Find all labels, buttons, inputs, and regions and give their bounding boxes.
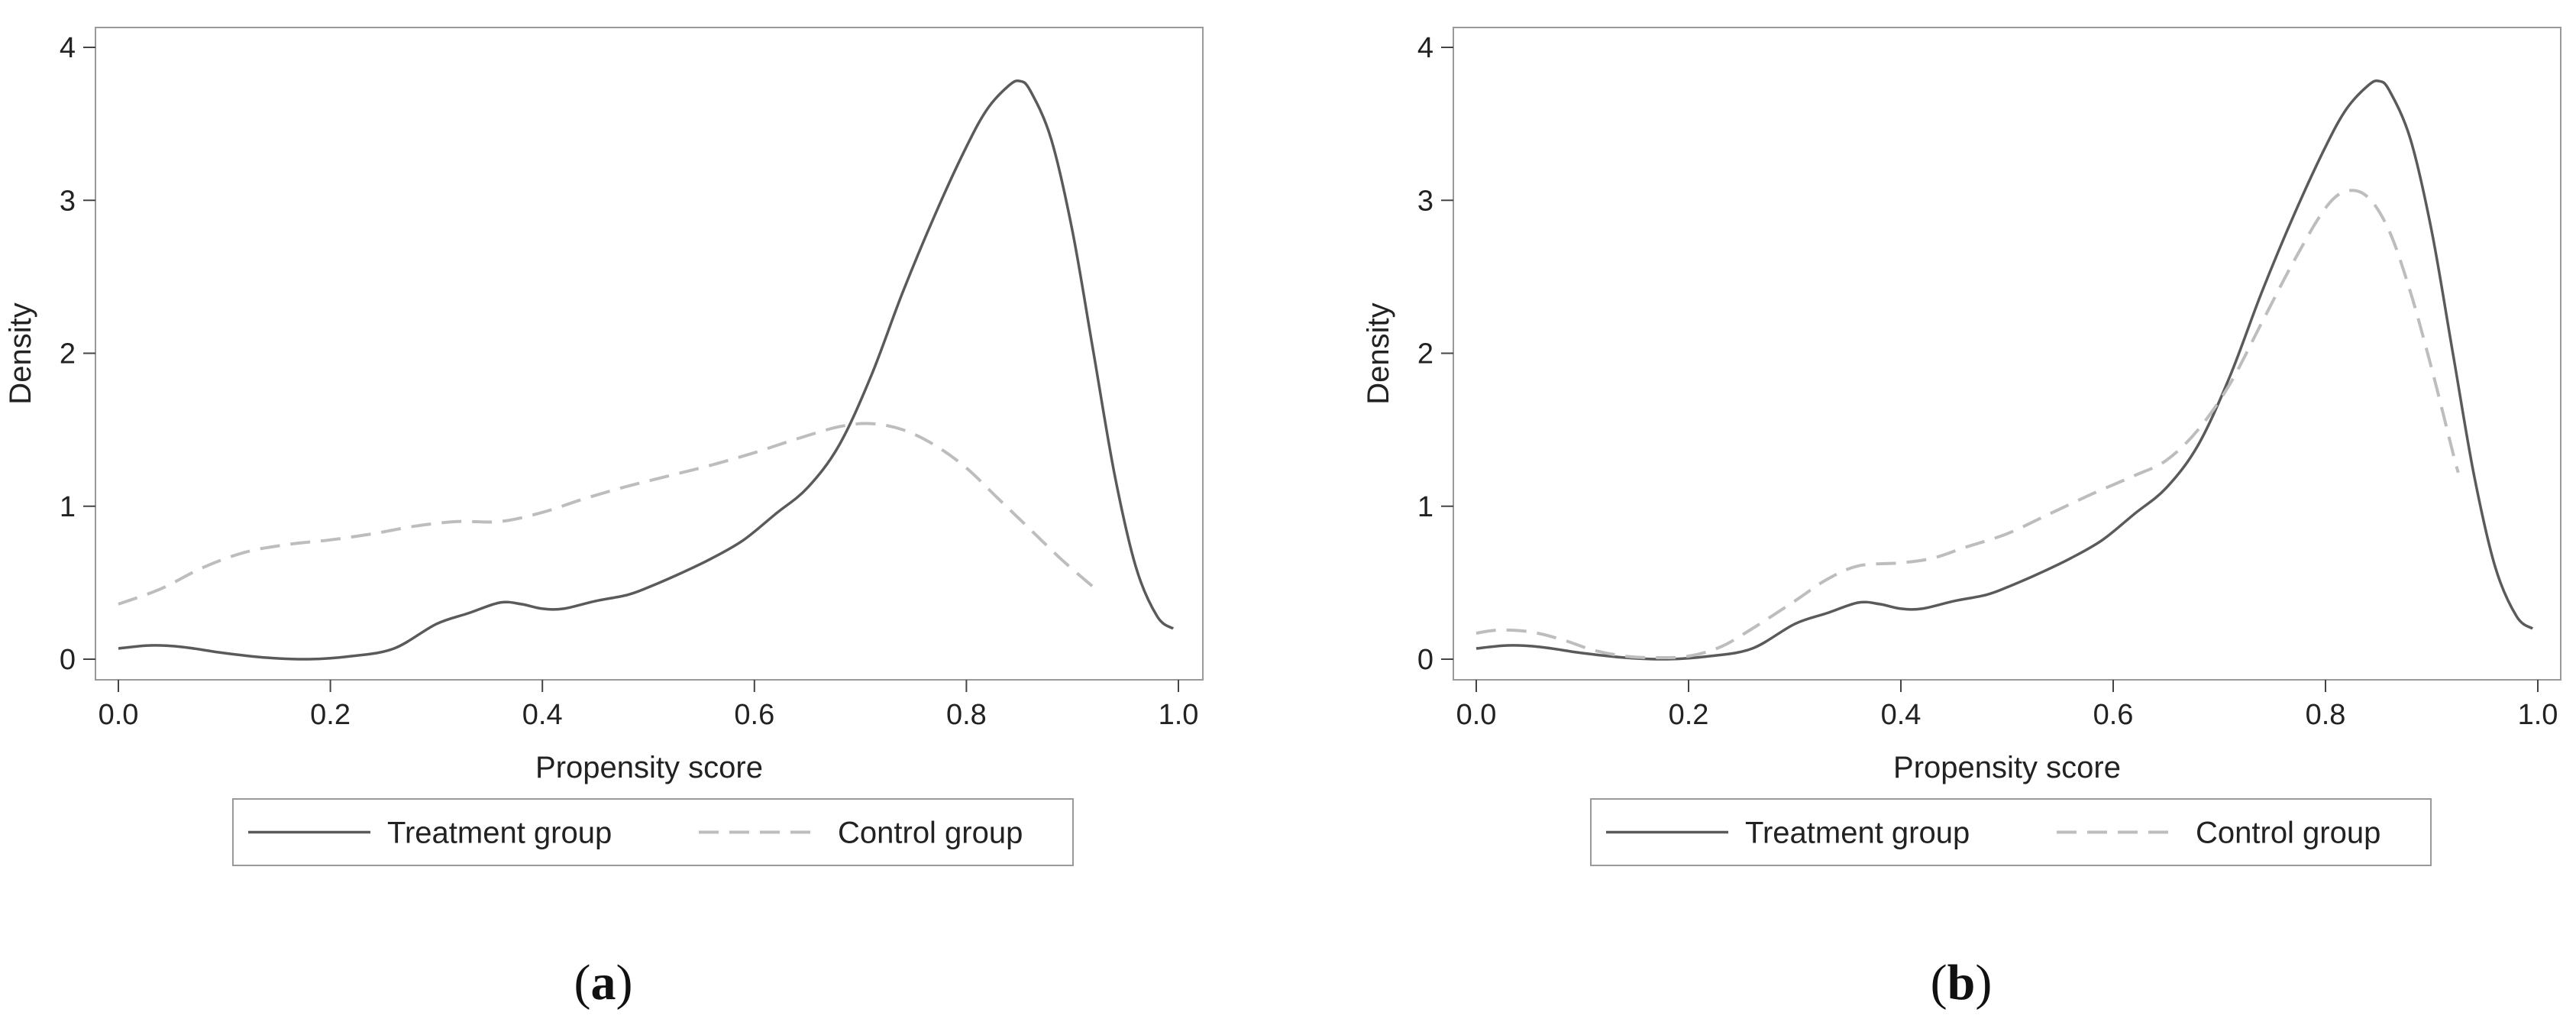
x-tick-label: 0.8 xyxy=(2306,699,2346,731)
control-group-line xyxy=(118,422,1095,606)
panel-label-close: ) xyxy=(1975,955,1992,1011)
x-tick-label: 1.0 xyxy=(1159,699,1199,731)
y-tick-label: 0 xyxy=(60,644,76,676)
y-tick-label: 3 xyxy=(1417,185,1433,217)
y-tick-label: 0 xyxy=(1417,644,1433,676)
panel-label-open: ( xyxy=(1931,955,1947,1011)
y-tick-label: 4 xyxy=(1417,32,1433,64)
chart-panel-a: 0 1 2 3 4 0.0 0.2 0.4 0.6 0.8 1.0 Propensity score D… xyxy=(4,27,1204,1011)
treatment-group-line xyxy=(1475,79,2534,661)
x-axis-title: Propensity score xyxy=(535,751,763,784)
treatment-legend-label: Treatment group xyxy=(387,817,612,850)
panel-label: (a) xyxy=(574,955,633,1011)
x-tick-label: 1.0 xyxy=(2518,699,2558,731)
y-tick-label: 1 xyxy=(1417,491,1433,523)
x-tick-label: 0.4 xyxy=(1881,699,1921,731)
panel-label-letter: a xyxy=(591,955,616,1011)
y-tick-label: 4 xyxy=(60,32,76,64)
x-tick-label: 0.8 xyxy=(946,699,987,731)
legend-box xyxy=(232,798,1074,866)
x-tick-label: 0.6 xyxy=(734,699,774,731)
x-tick-label: 0.0 xyxy=(1456,699,1497,731)
x-tick-label: 0.2 xyxy=(310,699,351,731)
x-tick-label: 0.0 xyxy=(99,699,139,731)
treatment-legend-label: Treatment group xyxy=(1745,817,1970,850)
x-axis-title: Propensity score xyxy=(1893,751,2121,784)
y-tick-label: 2 xyxy=(1417,338,1433,370)
x-tick-label: 0.6 xyxy=(2093,699,2134,731)
control-group-line xyxy=(1475,189,2460,660)
plot-frame xyxy=(1453,27,2561,681)
panel-label: (b) xyxy=(1931,955,1993,1011)
treatment-group-line xyxy=(118,79,1175,661)
plot-frame xyxy=(95,27,1204,681)
control-legend-label: Control group xyxy=(838,817,1023,850)
y-tick-label: 1 xyxy=(60,491,76,523)
panel-label-open: ( xyxy=(574,955,591,1011)
legend-box xyxy=(1590,798,2432,866)
y-tick-label: 3 xyxy=(60,185,76,217)
panel-label-close: ) xyxy=(616,955,633,1011)
x-tick-label: 0.4 xyxy=(522,699,563,731)
control-legend-label: Control group xyxy=(2196,817,2380,850)
y-axis-title: Density xyxy=(1362,302,1395,404)
y-tick-label: 2 xyxy=(60,338,76,370)
x-tick-label: 0.2 xyxy=(1669,699,1709,731)
chart-panel-b: 0 1 2 3 4 0.0 0.2 0.4 0.6 0.8 1.0 Propensity score D… xyxy=(1362,27,2561,1011)
panel-label-letter: b xyxy=(1947,955,1976,1011)
y-axis-title: Density xyxy=(4,302,37,404)
